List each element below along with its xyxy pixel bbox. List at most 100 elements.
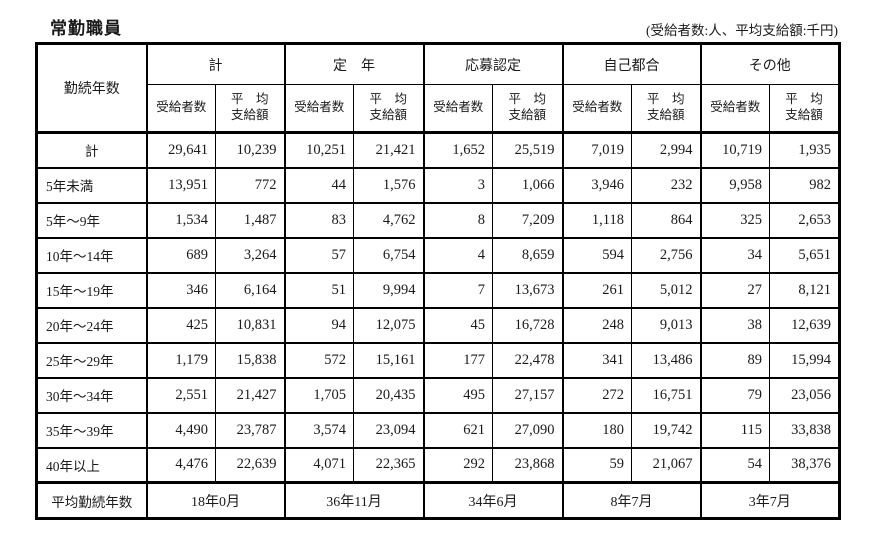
table-cell: 4,476 — [145, 446, 216, 484]
table-cell: 23,787 — [215, 411, 285, 449]
table-cell: 22,639 — [215, 446, 285, 484]
table-cell: 89 — [699, 341, 770, 379]
table-cell: 341 — [561, 341, 632, 379]
table-cell: 1,534 — [145, 201, 216, 239]
table-cell: 3,574 — [283, 411, 354, 449]
subheader-average-line2: 支給額 — [508, 108, 546, 122]
table-body: 計 29,641 10,239 10,251 21,421 1,652 25,519 7,01… — [36, 131, 840, 484]
table-cell: 772 — [215, 166, 285, 204]
table-cell: 23,868 — [492, 446, 563, 484]
subheader-average-amount-personal-reasons: 平 均支給額 — [631, 84, 701, 133]
table-cell: 34 — [699, 236, 770, 274]
subheader-average-line1: 平 均 — [230, 92, 269, 107]
table-cell: 27,090 — [492, 411, 563, 449]
subheader-average-amount-other: 平 均支給額 — [769, 84, 840, 133]
subheader-average-amount-mandatory-retirement: 平 均支給額 — [353, 84, 424, 133]
subheader-recipients-other: 受給者数 — [699, 84, 770, 133]
table-cell: 325 — [699, 201, 770, 239]
table-cell: 982 — [769, 166, 840, 204]
table-cell: 15,838 — [215, 341, 285, 379]
table-cell: 79 — [699, 376, 770, 414]
table-cell: 3 — [422, 166, 493, 204]
retirement-allowance-table: 勤続年数 計定 年応募認定 自己都合 その他 受給者数平 均支給額 受給者数平 均支給… — [35, 42, 841, 520]
table-cell: 1,066 — [492, 166, 563, 204]
table-cell: 2,756 — [631, 236, 701, 274]
table-cell: 864 — [631, 201, 701, 239]
subheader-average-line1: 平 均 — [646, 92, 685, 107]
table-cell: 10,251 — [283, 131, 354, 169]
table-cell: 2,653 — [769, 201, 840, 239]
table-cell: 1,118 — [561, 201, 632, 239]
table-cell: 27,157 — [492, 376, 563, 414]
table-cell: 13,951 — [145, 166, 216, 204]
table-cell: 2,551 — [145, 376, 216, 414]
table-row: 15年～19年 346 6,164 51 9,994 7 13,673 261 5,012 27 8… — [36, 271, 840, 309]
table-cell: 7,019 — [561, 131, 632, 169]
table-cell: 12,639 — [769, 306, 840, 344]
row-label: 30年～34年 — [36, 376, 147, 414]
footer-average-years-personal-reasons: 8年7月 — [561, 481, 701, 519]
table-cell: 6,754 — [353, 236, 424, 274]
table-cell: 83 — [283, 201, 354, 239]
subheader-average-line1: 平 均 — [369, 92, 407, 107]
table-cell: 3,946 — [561, 166, 632, 204]
footer-average-years-other: 3年7月 — [699, 481, 840, 519]
table-cell: 25,519 — [492, 131, 563, 169]
table-cell: 57 — [283, 236, 354, 274]
table-cell: 38 — [699, 306, 770, 344]
table-cell: 572 — [283, 341, 354, 379]
footer-label-average-years: 平均勤続年数 — [36, 481, 147, 519]
group-header-other: その他 — [699, 43, 840, 85]
table-cell: 4 — [422, 236, 493, 274]
table-cell: 23,056 — [769, 376, 840, 414]
table-row: 計 29,641 10,239 10,251 21,421 1,652 25,519 7,01… — [36, 131, 840, 169]
subheader-recipients-application-certified: 受給者数 — [422, 84, 493, 133]
subheader-average-amount-application-certified: 平 均支給額 — [492, 84, 563, 133]
table-header: 勤続年数 計定 年応募認定 自己都合 その他 受給者数平 均支給額 受給者数平 均支給… — [36, 43, 840, 133]
subheader-recipients-personal-reasons: 受給者数 — [561, 84, 632, 133]
table-cell: 15,994 — [769, 341, 840, 379]
table-cell: 9,994 — [353, 271, 424, 309]
table-cell: 272 — [561, 376, 632, 414]
unit-note: (受給者数:人、平均支給額:千円) — [646, 23, 838, 38]
header-sub-row: 受給者数平 均支給額 受給者数平 均支給額 受給者数平 均支給額 受給者数平 均支給額… — [37, 84, 840, 133]
table-row: 10年～14年 689 3,264 57 6,754 4 8,659 594 2,756 34 5,… — [36, 236, 840, 274]
table-cell: 16,751 — [631, 376, 701, 414]
table-cell: 4,071 — [283, 446, 354, 484]
table-cell: 248 — [561, 306, 632, 344]
table-cell: 7 — [422, 271, 493, 309]
table-cell: 23,094 — [353, 411, 424, 449]
footer-average-years-mandatory-retirement: 36年11月 — [283, 481, 424, 519]
table-cell: 292 — [422, 446, 493, 484]
table-cell: 54 — [699, 446, 770, 484]
table-cell: 10,239 — [215, 131, 285, 169]
table-cell: 1,179 — [145, 341, 216, 379]
table-cell: 115 — [699, 411, 770, 449]
subheader-recipients-mandatory-retirement: 受給者数 — [283, 84, 354, 133]
table-cell: 4,762 — [353, 201, 424, 239]
table-cell: 8 — [422, 201, 493, 239]
group-header-total: 計 — [145, 43, 285, 85]
subheader-average-line2: 支給額 — [646, 108, 685, 122]
table-cell: 8,659 — [492, 236, 563, 274]
table-cell: 1,705 — [283, 376, 354, 414]
subheader-average-line2: 支給額 — [230, 108, 269, 122]
table-cell: 1,652 — [422, 131, 493, 169]
table-cell: 21,427 — [215, 376, 285, 414]
row-label: 10年～14年 — [36, 236, 147, 274]
table-cell: 7,209 — [492, 201, 563, 239]
table-cell: 1,487 — [215, 201, 285, 239]
table-cell: 19,742 — [631, 411, 701, 449]
table-cell: 9,013 — [631, 306, 701, 344]
row-label: 15年～19年 — [36, 271, 147, 309]
row-label: 5年～9年 — [36, 201, 147, 239]
table-cell: 21,067 — [631, 446, 701, 484]
table-row: 35年～39年 4,490 23,787 3,574 23,094 621 27,090 18… — [36, 411, 840, 449]
table-footer: 平均勤続年数 18年0月 36年11月 34年6月 8年7月 3年7月 — [36, 481, 840, 519]
table-cell: 261 — [561, 271, 632, 309]
subheader-average-line1: 平 均 — [508, 92, 546, 107]
table-cell: 21,421 — [353, 131, 424, 169]
table-cell: 13,673 — [492, 271, 563, 309]
table-cell: 22,478 — [492, 341, 563, 379]
